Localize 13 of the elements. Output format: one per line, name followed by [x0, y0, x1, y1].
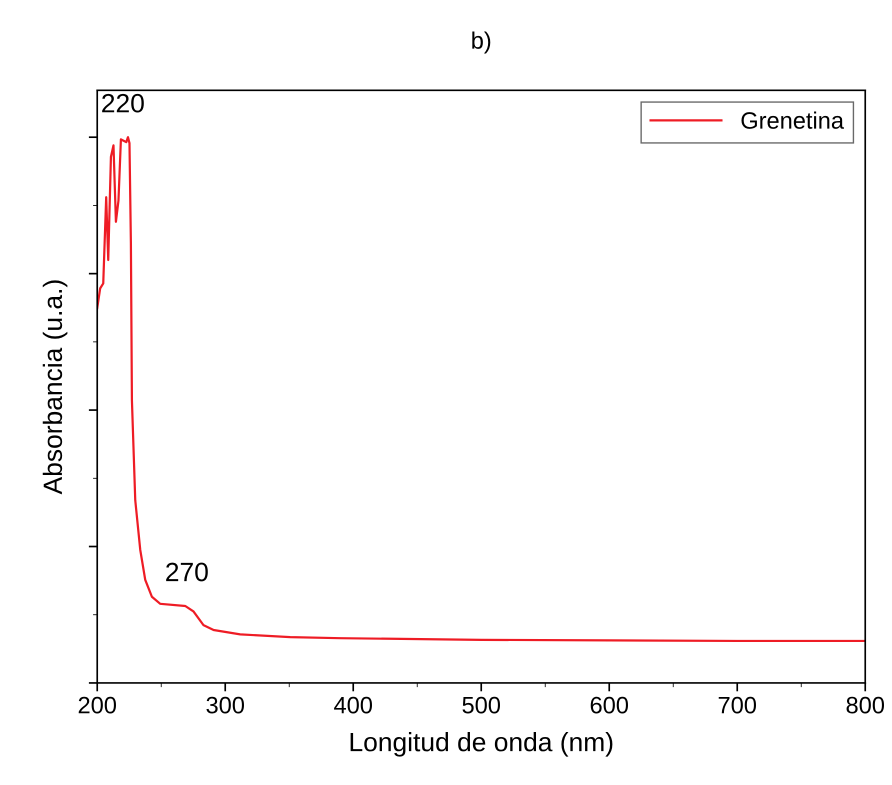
legend-label: Grenetina	[741, 112, 844, 129]
x-tick-label: 300	[206, 696, 244, 714]
x-tick-label: 800	[846, 696, 884, 714]
x-tick-label: 500	[462, 696, 500, 714]
annotation: 270	[166, 562, 208, 582]
x-tick-label: 600	[590, 696, 628, 714]
chart-title: b)	[472, 32, 490, 54]
x-tick-label: 200	[78, 696, 116, 714]
x-tick-label: 700	[718, 696, 756, 714]
annotation: 220	[102, 94, 144, 113]
x-axis-title: Longitud de onda (nm)	[350, 732, 612, 757]
y-axis-title: Absorbancia (u.a.)	[42, 280, 68, 494]
x-tick-label: 400	[334, 696, 372, 714]
